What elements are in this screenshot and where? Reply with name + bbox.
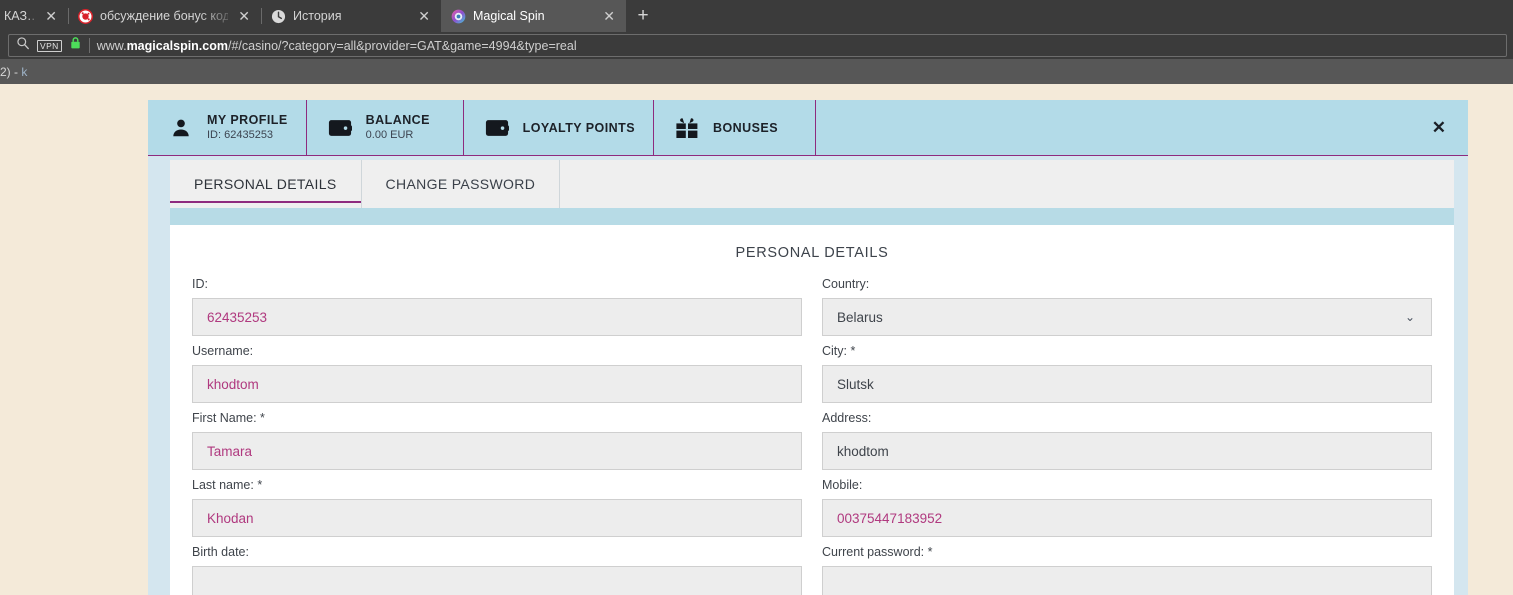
url-path: /#/casino/?category=all&provider=GAT&gam… (228, 38, 577, 53)
field-country: Country: Belarus ⌄ (822, 277, 1432, 336)
field-birth-date: Birth date: (192, 545, 802, 595)
field-id: ID: 62435253 (192, 277, 802, 336)
address-input[interactable]: khodtom (822, 432, 1432, 470)
red-circle-icon (78, 8, 93, 24)
account-tab-sub: ID: 62435253 (207, 129, 274, 141)
account-tab-bonuses[interactable]: BONUSES (653, 100, 815, 155)
country-select-value: Belarus (837, 309, 883, 325)
field-label: Mobile: (822, 478, 863, 492)
address-bar[interactable]: VPN www.magicalspin.com/#/casino/?catego… (8, 34, 1507, 57)
username-input[interactable]: khodtom (192, 365, 802, 403)
account-tab-sub: 0.00 EUR (365, 129, 414, 141)
current-password-input[interactable] (822, 566, 1432, 595)
account-tab-text: LOYALTY POINTS (523, 121, 635, 135)
tab-personal-details[interactable]: PERSONAL DETAILS (170, 160, 362, 208)
country-select[interactable]: Belarus ⌄ (822, 298, 1432, 336)
vpn-badge[interactable]: VPN (37, 39, 62, 52)
browser-tab-title: обсуждение бонус кодов (100, 9, 229, 23)
green-padlock-icon[interactable] (69, 36, 82, 55)
browser-tab-title: КАЗ…ВА (4, 9, 35, 23)
account-tab-my-profile[interactable]: MY PROFILE ID: 62435253 (148, 100, 306, 155)
last-name-input[interactable]: Khodan (192, 499, 802, 537)
close-icon[interactable]: ✕ (418, 8, 430, 24)
field-address: Address: khodtom (822, 411, 1432, 470)
account-header-spacer (815, 100, 1432, 155)
browser-tab-title: Magical Spin (473, 9, 545, 23)
close-icon[interactable]: ✕ (45, 8, 57, 24)
url-text: www.magicalspin.com/#/casino/?category=a… (97, 39, 577, 53)
field-label: Username: (192, 344, 254, 358)
city-input[interactable]: Slutsk (822, 365, 1432, 403)
field-current-password: Current password: * (822, 545, 1432, 595)
account-tab-balance[interactable]: BALANCE 0.00 EUR (305, 100, 464, 155)
field-label: Current password: * (822, 545, 933, 559)
clock-icon (271, 9, 286, 24)
urlbar-divider (88, 38, 90, 53)
account-tab-title: BONUSES (713, 120, 778, 135)
section-tabs: PERSONAL DETAILS CHANGE PASSWORD (148, 156, 1468, 208)
panel-top-strip (170, 208, 1454, 225)
account-tab-text: BONUSES (713, 121, 778, 135)
new-tab-button[interactable]: + (637, 5, 649, 26)
account-tab-text: BALANCE 0.00 EUR (366, 113, 430, 142)
field-label: City: * (822, 344, 856, 358)
person-icon (168, 117, 194, 139)
wallet-icon (327, 118, 353, 138)
account-tab-title: BALANCE (365, 113, 430, 127)
field-label: Last name: * (192, 478, 263, 492)
id-input[interactable]: 62435253 (192, 298, 802, 336)
account-tab-title: MY PROFILE (207, 113, 288, 127)
gift-icon (674, 117, 700, 139)
account-tab-loyalty-points[interactable]: LOYALTY POINTS (464, 100, 653, 155)
wallet-icon (484, 118, 510, 138)
statusline-text: 2) - k (0, 64, 28, 79)
browser-tab-1[interactable]: обсуждение бонус кодов ✕ (68, 0, 261, 32)
chevron-down-icon: ⌄ (1404, 310, 1415, 324)
browser-tab-0[interactable]: КАЗ…ВА ✕ (0, 0, 68, 32)
browser-statusline: 2) - k (0, 59, 1513, 84)
mobile-input[interactable]: 00375447183952 (822, 499, 1432, 537)
browser-tab-title: История (293, 9, 342, 23)
page-title: PERSONAL DETAILS (735, 245, 889, 261)
close-modal-button[interactable]: ✕ (1431, 118, 1446, 137)
first-name-input[interactable]: Tamara (192, 432, 802, 470)
field-label: Birth date: (192, 545, 249, 559)
personal-details-form: ID: 62435253 Country: Belarus ⌄ Username… (192, 277, 1432, 595)
magicalspin-icon (451, 9, 466, 24)
account-modal: MY PROFILE ID: 62435253 BALANCE 0.00 EUR (148, 100, 1468, 595)
field-label: Country: (822, 277, 870, 291)
field-label: ID: (192, 277, 208, 291)
urlbar-row: VPN www.magicalspin.com/#/casino/?catego… (0, 32, 1513, 59)
close-icon[interactable]: ✕ (238, 8, 250, 24)
field-label: Address: (822, 411, 872, 425)
field-city: City: * Slutsk (822, 344, 1432, 403)
browser-tab-3-active[interactable]: Magical Spin ✕ (441, 0, 626, 32)
statusline-dim: k (21, 64, 28, 79)
url-prefix: www. (96, 38, 127, 53)
page-background: MY PROFILE ID: 62435253 BALANCE 0.00 EUR (0, 84, 1513, 595)
section-tabs-filler (560, 160, 1454, 208)
field-mobile: Mobile: 00375447183952 (822, 478, 1432, 537)
url-domain: magicalspin.com (126, 38, 228, 53)
close-icon[interactable]: ✕ (603, 8, 615, 24)
field-first-name: First Name: * Tamara (192, 411, 802, 470)
personal-details-panel: PERSONAL DETAILS ID: 62435253 Country: B… (170, 225, 1454, 595)
account-header-bar: MY PROFILE ID: 62435253 BALANCE 0.00 EUR (148, 100, 1468, 156)
magnifier-icon[interactable] (16, 36, 30, 55)
account-tab-title: LOYALTY POINTS (522, 120, 636, 135)
birth-date-input[interactable] (192, 566, 802, 595)
field-label: First Name: * (192, 411, 265, 425)
field-username: Username: khodtom (192, 344, 802, 403)
browser-tab-2[interactable]: История ✕ (261, 0, 441, 32)
browser-chrome: КАЗ…ВА ✕ обсуждение бонус кодов ✕ Истори… (0, 0, 1513, 84)
browser-tabstrip: КАЗ…ВА ✕ обсуждение бонус кодов ✕ Истори… (0, 0, 1513, 32)
tab-change-password[interactable]: CHANGE PASSWORD (361, 160, 561, 208)
field-last-name: Last name: * Khodan (192, 478, 802, 537)
account-tab-text: MY PROFILE ID: 62435253 (207, 113, 288, 142)
